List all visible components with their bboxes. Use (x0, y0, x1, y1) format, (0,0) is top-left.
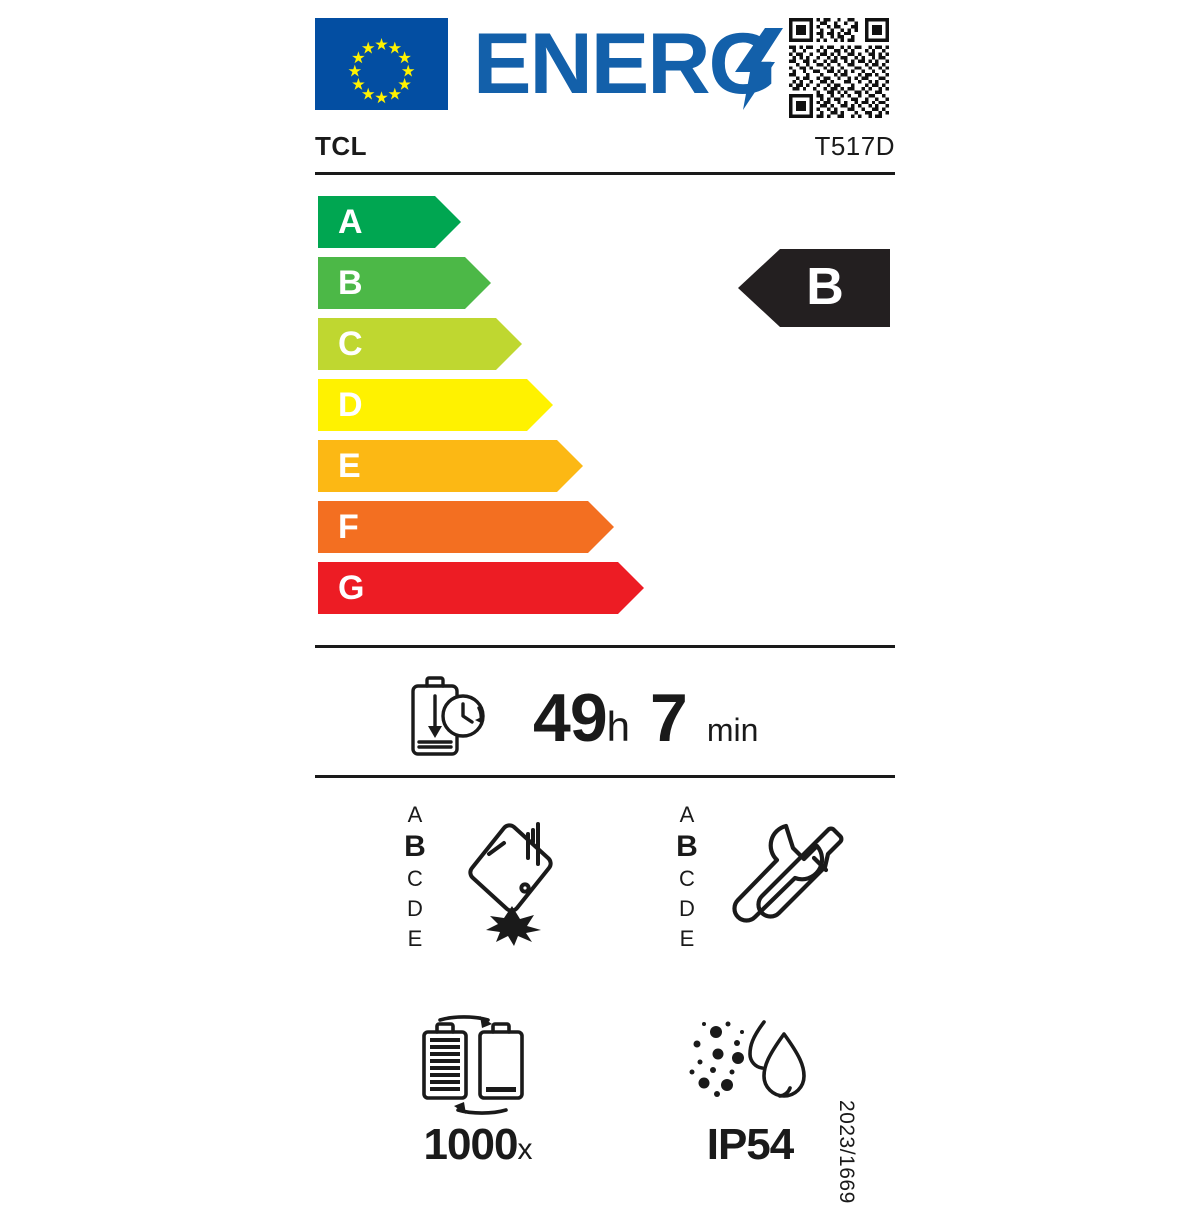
battery-life-value: 49h 7 min (533, 668, 758, 768)
repairability-class-a: A (679, 802, 695, 827)
battery-life-hours: 49 (533, 680, 608, 756)
battery-cycle-icon (408, 1010, 543, 1120)
battery-cycles-value: 1000 (423, 1120, 519, 1169)
wrench-screwdriver-icon (714, 806, 854, 946)
scale-row-g: G (318, 562, 644, 614)
divider-above-battery-life (315, 645, 895, 648)
model-identifier: T517D (814, 131, 895, 161)
divider-above-features (315, 775, 895, 778)
battery-clock-icon (405, 674, 487, 758)
supplier-brand: TCL (315, 131, 368, 161)
eu-flag-icon (315, 18, 448, 110)
repairability-class-d: D (679, 896, 695, 921)
scale-letter-e: E (338, 447, 361, 485)
scale-row-b: B (318, 257, 491, 309)
drop-resistance-class-a: A (407, 802, 423, 827)
phone-drop-icon (442, 806, 582, 946)
drop-resistance-class-e: E (407, 926, 423, 951)
scale-row-c: C (318, 318, 522, 370)
energy-class-value: B (806, 258, 844, 316)
divider-under-brand (315, 172, 895, 175)
scale-letter-d: D (338, 386, 363, 424)
repairability-class-b: B (676, 830, 698, 863)
battery-cycles-suffix: x (517, 1133, 533, 1166)
scale-letter-f: F (338, 508, 359, 546)
brand-model-row: TCL T517D (315, 131, 895, 175)
lightning-bolt-icon (735, 28, 783, 110)
ingress-protection-label: IP54 (706, 1120, 795, 1169)
label-header: ENERG (315, 16, 895, 118)
energ-wordmark: ENERG (473, 16, 777, 112)
qr-code-icon (787, 18, 891, 118)
battery-life-row: 49h 7 min (405, 668, 825, 768)
battery-cycles-feature: 1000x (398, 1010, 648, 1210)
scale-letter-c: C (338, 325, 363, 363)
scale-row-f: F (318, 501, 614, 553)
drop-resistance-class-d: D (407, 896, 423, 921)
scale-letter-b: B (338, 264, 363, 302)
scale-row-a: A (318, 196, 461, 248)
dust-water-icon (680, 1010, 815, 1120)
regulation-reference: 2023/1669 (835, 1100, 858, 1204)
battery-life-minutes-unit: min (706, 712, 759, 748)
scale-row-e: E (318, 440, 583, 492)
drop-resistance-class-b: B (404, 830, 426, 863)
battery-cycles-label: 1000x (398, 1120, 558, 1170)
battery-life-minutes: 7 (650, 680, 688, 756)
repairability-class-e: E (679, 926, 695, 951)
scale-letter-g: G (338, 569, 365, 607)
energy-class-badge: B (738, 249, 890, 327)
scale-letter-a: A (338, 203, 363, 241)
battery-life-hours-unit: h (606, 703, 630, 750)
drop-resistance-class-c: C (407, 866, 423, 891)
repairability-class-c: C (679, 866, 695, 891)
scale-row-d: D (318, 379, 553, 431)
ingress-protection-feature: IP54 (670, 1010, 920, 1210)
